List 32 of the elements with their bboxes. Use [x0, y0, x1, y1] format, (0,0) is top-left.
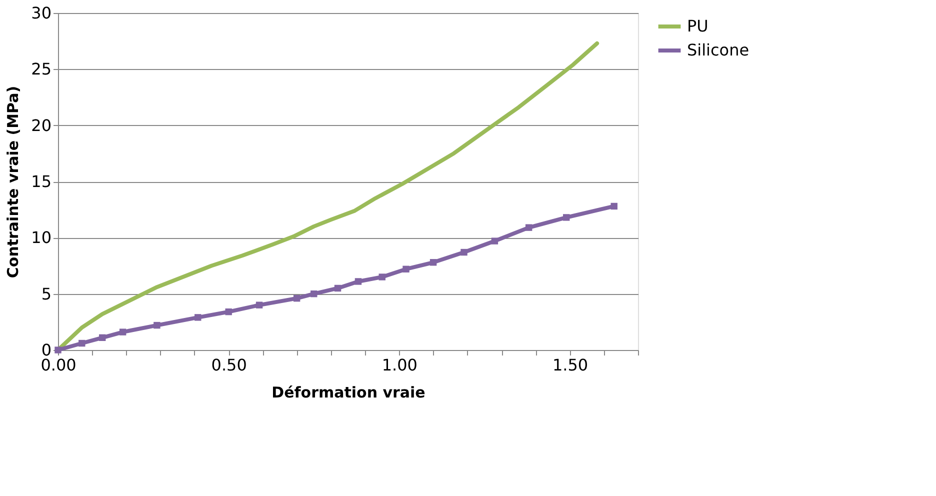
x-axis-title: Déformation vraie [272, 384, 426, 402]
point [194, 314, 202, 321]
point [491, 238, 498, 244]
point [119, 328, 126, 336]
point [334, 284, 342, 292]
y-axis-title: Contrainte vraie (MPa) [4, 86, 22, 278]
point [354, 278, 362, 285]
x-tick-label: 0.50 [211, 356, 247, 374]
point [78, 340, 86, 347]
point [525, 224, 532, 231]
y-tick-label: 10 [31, 228, 52, 248]
legend-label: Silicone [687, 40, 750, 60]
point [402, 266, 410, 272]
point [460, 248, 468, 256]
y-tick-label: 30 [31, 4, 52, 22]
point [563, 214, 570, 221]
point [154, 322, 160, 329]
y-tick-label: 25 [31, 60, 52, 79]
y-tick-label: 20 [31, 116, 52, 135]
point [310, 290, 318, 298]
x-tick-label: 1.00 [382, 356, 418, 374]
y-tick-label: 15 [31, 172, 52, 191]
point [256, 302, 263, 308]
point [225, 308, 232, 316]
point [430, 259, 437, 266]
y-tick-label: 5 [41, 284, 52, 304]
legend-label: PU [687, 16, 708, 36]
point [378, 274, 386, 280]
point [610, 202, 618, 210]
point [293, 294, 300, 302]
x-tick-label: 1.50 [552, 356, 588, 374]
point [99, 334, 106, 341]
